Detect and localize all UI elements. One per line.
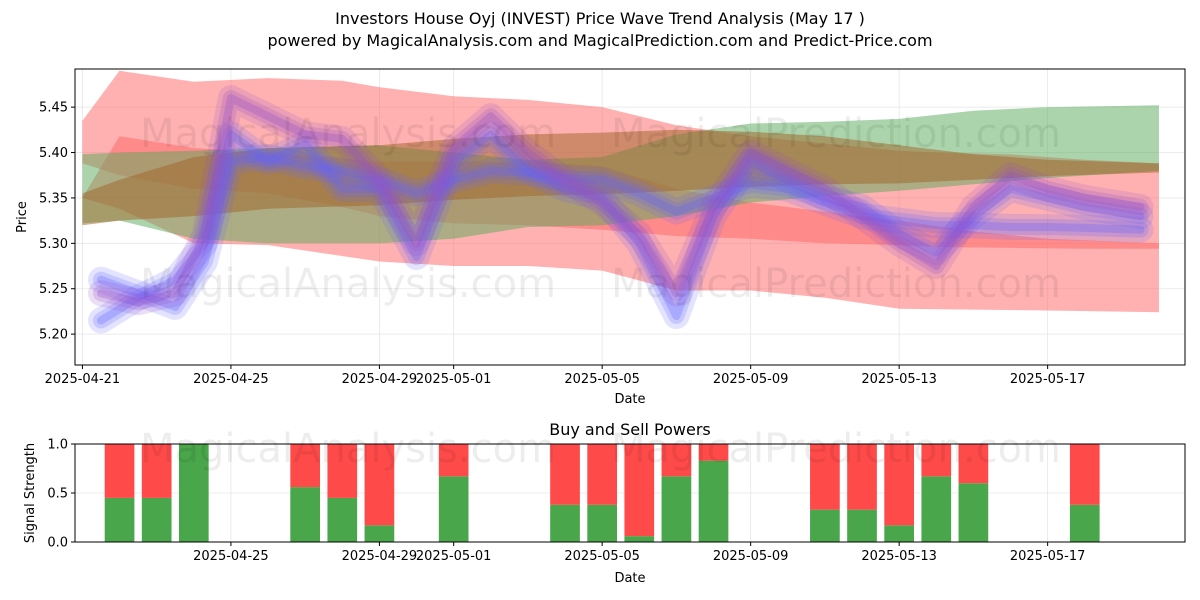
- sell-power-bar: [624, 444, 655, 537]
- sell-power-bar: [958, 444, 989, 484]
- sell-power-bar: [364, 444, 395, 526]
- x-tick-label: 2025-05-13: [861, 372, 937, 387]
- sell-power-bar: [698, 444, 729, 461]
- sell-power-bar: [104, 444, 135, 498]
- buy-power-bar: [550, 504, 580, 542]
- buy-power-bar: [847, 509, 877, 542]
- buy-power-bar: [587, 504, 618, 542]
- wave-band-brown: [82, 129, 1159, 226]
- sell-power-bar: [810, 444, 840, 510]
- buy-power-bar: [178, 444, 209, 542]
- y-tick-label: 0.0: [47, 536, 68, 551]
- sell-power-bar: [847, 444, 877, 510]
- price-watermarks: MagicalAnalysis.com MagicalPrediction.co…: [140, 111, 1061, 307]
- y-tick-label: 5.25: [39, 282, 68, 297]
- wave-line-purple: [97, 94, 1145, 307]
- wave-line-blue: [88, 121, 1154, 334]
- y-tick-label: 5.40: [39, 146, 68, 161]
- price-axes-frame: [74, 68, 1186, 366]
- x-tick-label: 2025-05-05: [564, 549, 640, 564]
- sell-power-bar: [550, 444, 580, 505]
- watermark-left: MagicalAnalysis.com: [140, 111, 556, 157]
- buy-power-bar: [290, 487, 321, 542]
- buy-power-bar: [921, 476, 952, 542]
- watermark-right: MagicalPrediction.com: [611, 111, 1061, 157]
- signal-bars: [104, 444, 1100, 542]
- signal-y-axis-label: Signal Strength: [23, 443, 38, 543]
- y-tick-label: 5.30: [39, 237, 68, 252]
- x-tick-label: 2025-05-17: [1010, 549, 1086, 564]
- y-tick-label: 5.20: [39, 328, 68, 343]
- x-tick-label: 2025-05-13: [861, 549, 937, 564]
- buy-power-bar: [958, 483, 989, 542]
- buy-power-bar: [364, 525, 395, 542]
- chart-title: Investors House Oyj (INVEST) Price Wave …: [335, 9, 865, 28]
- buy-power-bar: [1069, 504, 1100, 542]
- wave-line-blue: [93, 149, 1149, 315]
- wave-line-purple: [93, 90, 1149, 311]
- y-tick-label: 5.45: [39, 101, 68, 116]
- buy-power-bar: [810, 509, 840, 542]
- price-y-axis-label: Price: [15, 201, 30, 233]
- x-tick-label: 2025-05-01: [416, 372, 492, 387]
- y-tick-label: 5.35: [39, 191, 68, 206]
- wave-line-blue: [97, 153, 1145, 311]
- x-tick-label: 2025-04-25: [193, 372, 269, 387]
- signal-watermarks: MagicalAnalysis.com MagicalPrediction.co…: [140, 426, 1061, 472]
- buy-power-bar: [624, 536, 655, 542]
- buy-power-bar: [884, 525, 914, 542]
- x-tick-label: 2025-05-09: [713, 372, 789, 387]
- x-tick-label: 2025-05-01: [416, 549, 492, 564]
- x-tick-label: 2025-04-25: [193, 549, 269, 564]
- buy-power-bar: [698, 460, 729, 542]
- sell-power-bar: [290, 444, 321, 488]
- price-axis-ticks: 2025-04-21 2025-04-25 2025-04-292025-05-01…: [39, 101, 1085, 387]
- wave-line-blue: [88, 144, 1154, 320]
- y-tick-label: 1.0: [47, 438, 68, 453]
- sell-power-bar: [921, 444, 952, 477]
- x-tick-label: 2025-05-05: [564, 372, 640, 387]
- sell-power-bar: [661, 444, 692, 477]
- x-tick-label: 2025-05-17: [1010, 372, 1086, 387]
- watermark-right: MagicalPrediction.com: [611, 261, 1061, 307]
- chart-subtitle: powered by MagicalAnalysis.com and Magic…: [267, 31, 933, 50]
- watermark-left: MagicalAnalysis.com: [140, 261, 556, 307]
- x-tick-label: 2025-04-21: [45, 372, 121, 387]
- buy-power-bar: [438, 476, 469, 542]
- x-tick-label: 2025-04-29: [342, 549, 418, 564]
- sell-power-bar: [884, 444, 914, 526]
- sell-power-bar: [327, 444, 358, 498]
- sell-power-bar: [438, 444, 469, 477]
- buy-power-bar: [661, 476, 692, 542]
- sell-power-bar: [1069, 444, 1100, 505]
- price-wave-bands: [82, 70, 1159, 334]
- buy-power-bar: [104, 497, 135, 542]
- sell-power-bar: [141, 444, 172, 498]
- wave-line-blue: [97, 130, 1145, 325]
- y-tick-label: 0.5: [47, 487, 68, 502]
- sell-power-bar: [587, 444, 618, 505]
- watermark-left: MagicalAnalysis.com: [140, 426, 556, 472]
- watermark-right: MagicalPrediction.com: [611, 426, 1061, 472]
- wave-line-purple: [88, 85, 1154, 316]
- buy-power-bar: [327, 497, 358, 542]
- signal-x-axis-label: Date: [614, 571, 645, 586]
- buy-power-bar: [141, 497, 172, 542]
- signal-chart-title: Buy and Sell Powers: [549, 420, 711, 439]
- price-x-axis-label: Date: [614, 392, 645, 407]
- x-tick-label: 2025-04-29: [342, 372, 418, 387]
- wave-line-blue: [93, 126, 1149, 329]
- x-tick-label: 2025-05-09: [713, 549, 789, 564]
